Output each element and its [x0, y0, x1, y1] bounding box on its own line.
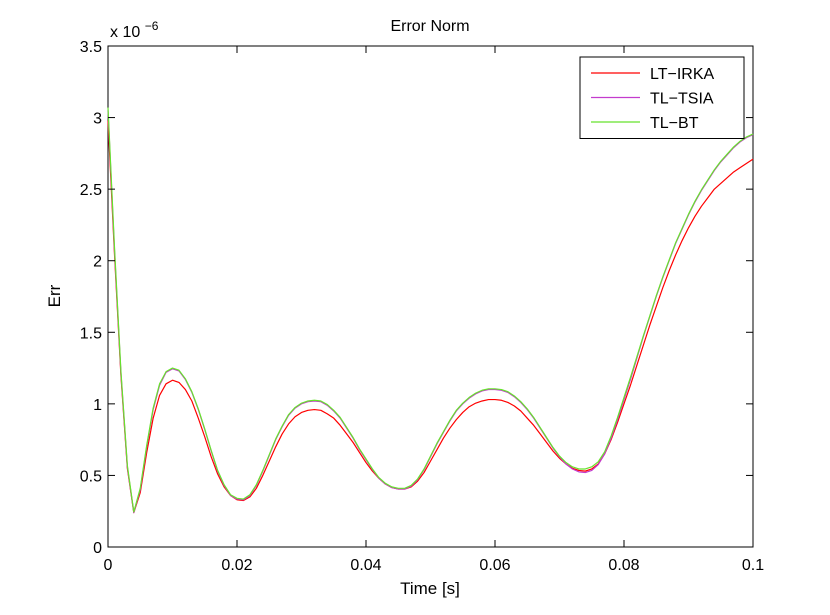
y-tick-label: 1 — [93, 397, 102, 414]
x-tick-label: 0.1 — [742, 557, 764, 574]
chart-title: Error Norm — [390, 18, 469, 35]
x-tick-label: 0.02 — [221, 557, 252, 574]
y-tick-label: 0 — [93, 540, 102, 557]
y-axis-label: Err — [45, 284, 64, 307]
x-tick-label: 0 — [104, 557, 113, 574]
x-tick-label: 0.04 — [350, 557, 381, 574]
series-line-2 — [107, 107, 754, 513]
series-group — [107, 107, 754, 514]
y-tick-label: 2.5 — [80, 182, 102, 199]
y-tick-label: 1.5 — [80, 325, 102, 342]
x-tick-label: 0.06 — [479, 557, 510, 574]
legend-label-0: LT−IRKA — [650, 66, 715, 83]
ticks-group: 0 0.02 0.04 0.06 0.08 0.1 0 0.5 1 1.5 2 2.5 3 3.5 — [80, 39, 764, 574]
x-tick-label: 0.08 — [608, 557, 639, 574]
y-exponent-label: x 10 −6 — [110, 19, 159, 41]
legend: LT−IRKA TL−TSIA TL−BT — [579, 56, 745, 139]
y-tick-label: 3.5 — [80, 39, 102, 56]
series-line-0 — [107, 120, 754, 514]
legend-label-1: TL−TSIA — [650, 91, 714, 108]
y-exponent-base: x 10 — [110, 24, 140, 41]
y-tick-label: 3 — [93, 111, 102, 128]
y-exponent-power: −6 — [145, 19, 159, 33]
y-tick-label: 2 — [93, 254, 102, 271]
y-tick-label: 0.5 — [80, 468, 102, 485]
x-axis-label: Time [s] — [400, 579, 460, 598]
legend-label-2: TL−BT — [650, 115, 699, 132]
